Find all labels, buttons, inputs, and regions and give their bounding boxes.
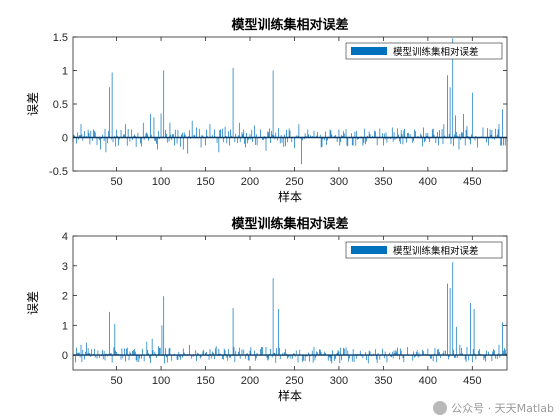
x-tick-label: 100: [152, 375, 170, 387]
x-tick-label: 300: [330, 375, 348, 387]
y-tick-label: 1.5: [53, 32, 68, 44]
y-tick-label: 1: [62, 320, 68, 332]
x-tick-label: 250: [285, 375, 303, 387]
x-tick-label: 300: [330, 176, 348, 188]
chart-title: 模型训练集相对误差: [231, 17, 348, 33]
legend-swatch: [351, 47, 387, 55]
wechat-icon: [433, 401, 448, 415]
x-axis-label: 样本: [278, 388, 302, 403]
x-tick-label: 50: [110, 375, 122, 387]
error-stems: [72, 262, 508, 364]
chart-panel-2: 50 100 150 200 250 300 350 400 450 0 1 2 3 4 模型训练集相对误差…: [26, 216, 508, 403]
plot-area: [73, 37, 507, 171]
x-tick-label: 50: [110, 176, 122, 188]
chart-panel-1: 50 100 150 200 250 300 350 400 450 -0.5 0 0.5 1 1.5 模型…: [26, 17, 508, 204]
legend-swatch: [351, 246, 387, 254]
y-axis-label: 误差: [26, 291, 40, 315]
x-tick-label: 100: [152, 176, 170, 188]
legend-label: 模型训练集相对误差: [393, 46, 479, 58]
x-tick-label: 450: [463, 375, 481, 387]
x-tick-label: 450: [463, 176, 481, 188]
y-tick-label: -0.5: [49, 166, 68, 178]
x-tick-label: 400: [419, 176, 437, 188]
x-tick-label: 350: [374, 176, 392, 188]
legend: 模型训练集相对误差: [345, 42, 503, 60]
y-tick-label: 0: [62, 350, 68, 362]
y-tick-label: 0.5: [53, 99, 68, 111]
y-tick-label: 1: [62, 66, 68, 78]
watermark: 公众号 · 天天Matlab: [433, 400, 554, 416]
legend-label: 模型训练集相对误差: [393, 245, 479, 257]
y-tick-label: 3: [62, 261, 68, 273]
x-tick-label: 350: [374, 375, 392, 387]
y-axis-label: 误差: [26, 92, 40, 116]
y-tick-label: 2: [62, 291, 68, 303]
plot-area: [73, 236, 507, 370]
x-axis-label: 样本: [278, 189, 302, 204]
chart-title: 模型训练集相对误差: [231, 216, 348, 232]
x-tick-label: 250: [285, 176, 303, 188]
x-tick-label: 400: [419, 375, 437, 387]
y-tick-label: 0: [62, 133, 68, 145]
x-tick-label: 200: [241, 375, 259, 387]
x-tick-label: 150: [196, 176, 214, 188]
y-tick-label: 4: [62, 231, 68, 243]
axes-box: [72, 235, 508, 371]
watermark-text: 公众号 · 天天Matlab: [451, 402, 554, 415]
x-tick-label: 200: [241, 176, 259, 188]
x-tick-label: 150: [196, 375, 214, 387]
legend: 模型训练集相对误差: [345, 241, 503, 259]
